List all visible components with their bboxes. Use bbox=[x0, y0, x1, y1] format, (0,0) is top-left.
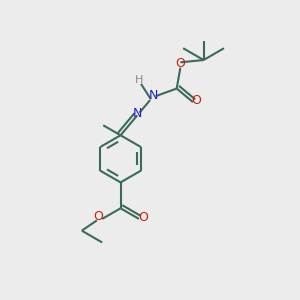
Text: O: O bbox=[94, 210, 103, 223]
Text: H: H bbox=[135, 75, 144, 85]
Text: O: O bbox=[138, 211, 148, 224]
Text: N: N bbox=[133, 107, 142, 121]
Text: O: O bbox=[191, 94, 201, 107]
Text: N: N bbox=[148, 89, 158, 102]
Text: O: O bbox=[176, 57, 185, 70]
